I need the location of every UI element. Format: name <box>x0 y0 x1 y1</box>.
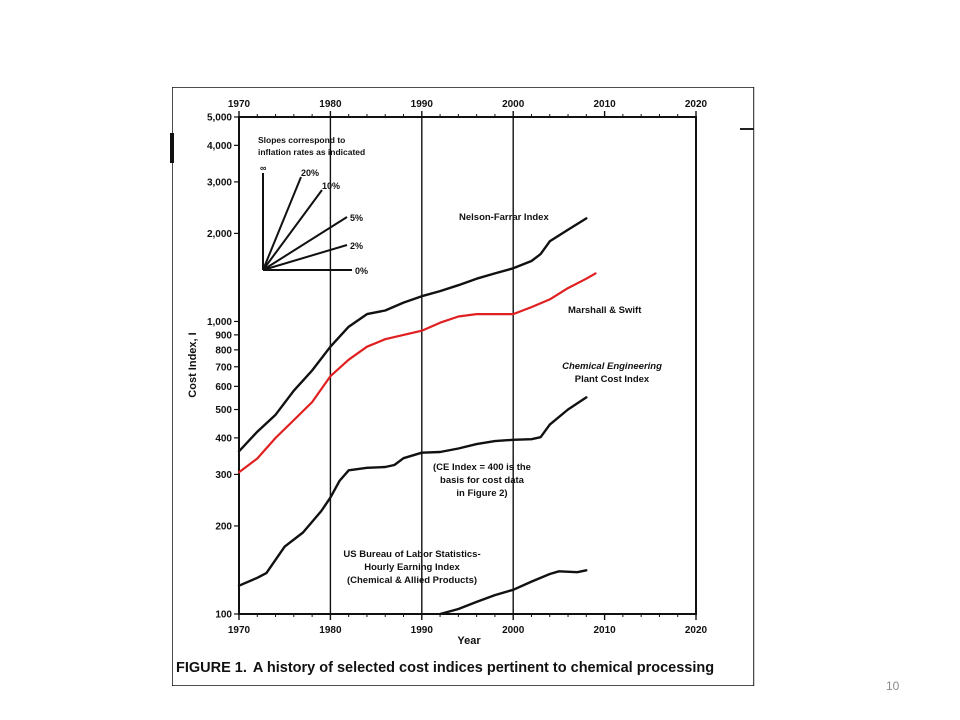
slope-rays: ∞ 20%10% 5% 2% 0% <box>260 163 368 276</box>
y-tick-label-1000: 1,000 <box>207 317 232 328</box>
top-x-ticks: 1970 1980 1990 2000 2010 2020 <box>228 99 708 117</box>
bls-label-line3: (Chemical & Allied Products) <box>347 575 477 586</box>
decorative-bar <box>740 128 754 130</box>
plot-frame <box>238 116 697 615</box>
grid-layer <box>329 117 514 614</box>
top-tick-label-2000: 2000 <box>502 99 525 110</box>
slope-ray-4 <box>262 244 348 271</box>
marshall-swift-label: Marshall & Swift <box>568 305 642 316</box>
slopes-inset: Slopes correspond to inflation rates as … <box>258 135 368 276</box>
x-axis-title: Year <box>457 635 481 647</box>
slope-ray-2 <box>262 189 323 271</box>
caption-text: A history of selected cost indices perti… <box>252 660 715 676</box>
caption-label: FIGURE 1. <box>176 660 247 676</box>
slope-ray-3 <box>262 216 348 271</box>
slope-label-3: 5% <box>350 213 363 223</box>
left-mark <box>170 133 174 163</box>
y-tick-label-700: 700 <box>215 362 232 373</box>
slope-label-5: 0% <box>355 266 368 276</box>
y-axis-title: Cost Index, I <box>187 332 199 397</box>
y-tick-label-4000: 4,000 <box>207 141 232 152</box>
top-tick-label-1980: 1980 <box>319 99 342 110</box>
bls-label-line1: US Bureau of Labor Statistics- <box>343 549 480 560</box>
y-tick-label-900: 900 <box>215 330 232 341</box>
ce-note-line1: (CE Index = 400 is the <box>433 462 531 473</box>
bottom-tick-label-2010: 2010 <box>593 625 616 636</box>
series-line-us-bureau-of-labor-statistics-hourly-earning-index-chemical-allied-products <box>438 569 588 616</box>
slope-label-2: 10% <box>322 181 340 191</box>
slope-label-1: 20% <box>301 168 319 178</box>
y-tick-label-800: 800 <box>215 345 232 356</box>
ce-note-line3: in Figure 2) <box>456 488 507 499</box>
slope-label-4: 2% <box>350 241 363 251</box>
figure-panel: 1970 1980 1990 2000 2010 2020 1970 1980 1990 200… <box>172 87 755 686</box>
ce-plant-cost-label-line1: Chemical Engineering <box>562 361 662 372</box>
y-tick-label-500: 500 <box>215 405 232 416</box>
y-tick-label-5000: 5,000 <box>207 113 232 124</box>
ce-plant-cost-label-line2: Plant Cost Index <box>575 374 650 385</box>
y-tick-label-200: 200 <box>215 521 232 532</box>
cost-index-chart: 1970 1980 1990 2000 2010 2020 1970 1980 1990 200… <box>172 87 754 686</box>
top-tick-label-1970: 1970 <box>228 99 251 110</box>
top-tick-label-1990: 1990 <box>411 99 434 110</box>
bottom-x-ticks: 1970 1980 1990 2000 2010 2020 <box>228 614 708 636</box>
y-tick-label-600: 600 <box>215 382 232 393</box>
bottom-tick-label-2000: 2000 <box>502 625 525 636</box>
slopes-title-line1: Slopes correspond to <box>258 135 345 145</box>
y-tick-label-3000: 3,000 <box>207 177 232 188</box>
bls-label-line2: Hourly Earning Index <box>364 562 460 573</box>
y-tick-label-2000: 2,000 <box>207 229 232 240</box>
top-tick-label-2010: 2010 <box>593 99 616 110</box>
figure-border <box>172 87 754 686</box>
slope-ray-1 <box>262 176 302 271</box>
series-line-chemical-engineering-plant-cost-index <box>237 396 588 587</box>
bottom-tick-label-1980: 1980 <box>319 625 342 636</box>
series-line-marshall-swift <box>237 272 597 474</box>
slide-number: 10 <box>886 679 900 693</box>
slopes-title-line2: inflation rates as indicated <box>258 147 365 157</box>
figure-caption: FIGURE 1. A history of selected cost indi… <box>176 660 736 676</box>
y-tick-label-300: 300 <box>215 470 232 481</box>
y-tick-label-400: 400 <box>215 433 232 444</box>
bottom-tick-label-1990: 1990 <box>411 625 434 636</box>
series-layer <box>237 217 597 616</box>
slope-label-0: ∞ <box>260 163 267 173</box>
top-tick-label-2020: 2020 <box>685 99 708 110</box>
y-ticks: 100 200 300 400 500 600 700 800 900 1,000 2,000 3,0… <box>207 113 239 621</box>
series-line-nelson-farrar-index <box>237 217 588 453</box>
y-tick-label-100: 100 <box>215 610 232 621</box>
ce-note-line2: basis for cost data <box>440 475 525 486</box>
bottom-tick-label-1970: 1970 <box>228 625 251 636</box>
nelson-farrar-label: Nelson-Farrar Index <box>459 212 549 223</box>
bottom-tick-label-2020: 2020 <box>685 625 708 636</box>
